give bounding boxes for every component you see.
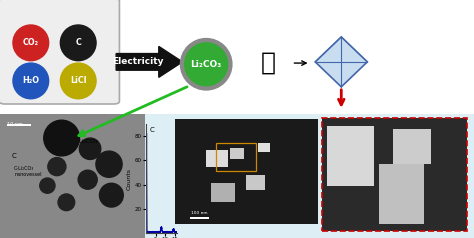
Text: 🔥: 🔥 <box>260 51 275 75</box>
Text: CO₂: CO₂ <box>23 38 39 47</box>
Bar <box>0 114 145 238</box>
Ellipse shape <box>185 43 228 86</box>
Bar <box>230 148 244 159</box>
Bar <box>327 126 374 186</box>
Bar <box>216 143 256 171</box>
Bar <box>190 217 209 219</box>
Text: Li₂CO₃: Li₂CO₃ <box>78 139 98 144</box>
FancyBboxPatch shape <box>0 0 119 104</box>
Y-axis label: Counts: Counts <box>127 168 132 189</box>
Ellipse shape <box>13 63 49 99</box>
Text: LiCl: LiCl <box>70 76 86 85</box>
Text: H₂O: H₂O <box>22 76 39 85</box>
Bar <box>211 183 235 202</box>
Ellipse shape <box>13 25 49 61</box>
Ellipse shape <box>48 158 66 176</box>
Ellipse shape <box>79 138 101 159</box>
Ellipse shape <box>96 151 122 177</box>
FancyArrow shape <box>116 46 182 77</box>
Bar <box>322 118 467 231</box>
Text: Li₂CO₃: Li₂CO₃ <box>191 60 222 69</box>
Ellipse shape <box>60 63 96 99</box>
Polygon shape <box>315 37 367 87</box>
Ellipse shape <box>44 120 80 156</box>
Text: 10 nm: 10 nm <box>7 122 23 127</box>
Bar <box>145 114 474 238</box>
Bar <box>7 124 31 126</box>
Bar <box>206 150 228 167</box>
Text: C: C <box>12 153 17 159</box>
Text: C: C <box>149 127 154 133</box>
Text: C: C <box>75 38 81 47</box>
Bar <box>258 143 270 152</box>
Bar <box>393 129 431 164</box>
Ellipse shape <box>78 170 97 189</box>
Text: 100 nm: 100 nm <box>191 211 207 215</box>
Bar <box>175 119 318 224</box>
Ellipse shape <box>100 183 123 207</box>
Bar <box>379 164 424 224</box>
Bar <box>246 175 265 190</box>
Ellipse shape <box>40 178 55 193</box>
Ellipse shape <box>181 39 232 90</box>
Ellipse shape <box>60 25 96 61</box>
Text: Electricity: Electricity <box>112 57 163 66</box>
Text: C-Li₂CO₃
nanovessel: C-Li₂CO₃ nanovessel <box>14 166 42 177</box>
Ellipse shape <box>58 194 75 211</box>
